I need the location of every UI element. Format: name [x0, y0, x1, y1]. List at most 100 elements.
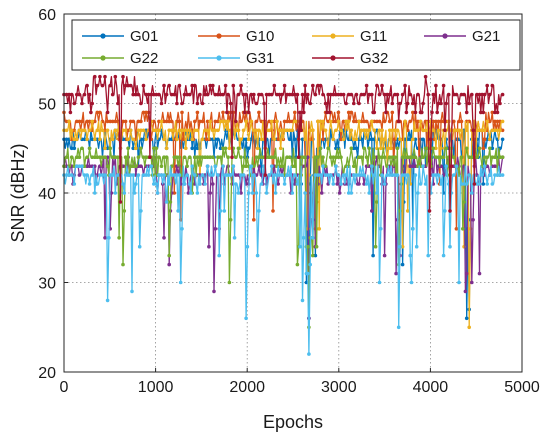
data-point: [180, 101, 184, 106]
data-point: [200, 101, 205, 106]
data-point: [69, 173, 74, 177]
data-point: [255, 146, 260, 151]
data-point: [107, 236, 111, 240]
data-point: [357, 119, 361, 124]
data-point: [434, 119, 438, 124]
data-point: [190, 164, 194, 168]
data-point: [308, 128, 313, 133]
legend-marker: [442, 33, 448, 39]
data-point: [182, 182, 187, 186]
data-point: [189, 191, 193, 195]
data-point: [218, 92, 223, 97]
data-point: [82, 173, 87, 177]
data-point: [457, 280, 461, 285]
data-point: [328, 92, 333, 97]
data-point: [454, 227, 459, 231]
data-point: [121, 182, 125, 186]
data-point: [352, 173, 356, 177]
data-point: [485, 83, 490, 88]
series-G32: [62, 74, 505, 213]
data-point: [167, 128, 171, 133]
data-point: [144, 155, 148, 159]
x-axis: 0 1000 2000 3000 4000 5000: [60, 368, 540, 396]
data-point: [141, 110, 146, 115]
data-point: [421, 155, 425, 159]
data-point: [257, 128, 261, 133]
data-point: [328, 155, 333, 159]
data-point: [285, 92, 289, 97]
data-point: [241, 92, 246, 97]
data-point: [290, 191, 295, 195]
data-point: [431, 146, 436, 151]
data-point: [221, 146, 225, 151]
data-point: [80, 146, 84, 151]
data-point: [500, 155, 505, 159]
data-point: [318, 146, 323, 151]
data-point: [354, 146, 359, 151]
data-point: [493, 110, 497, 115]
data-point: [172, 173, 177, 177]
data-point: [331, 137, 336, 142]
data-point: [231, 164, 236, 168]
data-point: [213, 227, 218, 231]
data-point: [436, 128, 441, 133]
data-point: [426, 92, 431, 97]
data-point: [234, 155, 238, 159]
data-point: [228, 173, 233, 177]
data-point: [110, 92, 115, 97]
data-point: [176, 209, 180, 213]
data-point: [485, 119, 490, 124]
data-point: [462, 200, 466, 204]
data-point: [246, 137, 251, 142]
data-point: [205, 164, 210, 168]
data-point: [276, 137, 281, 142]
legend-box: [71, 19, 521, 71]
data-point: [405, 101, 410, 106]
data-point: [311, 236, 315, 240]
data-point: [287, 128, 292, 133]
data-point: [400, 244, 405, 249]
data-point: [311, 128, 315, 133]
data-point: [375, 191, 379, 195]
data-point: [439, 155, 443, 159]
data-point: [132, 191, 137, 195]
data-point: [335, 182, 340, 186]
data-point: [436, 101, 441, 106]
data-point: [159, 119, 164, 124]
data-point: [287, 137, 292, 142]
data-point: [293, 119, 297, 124]
data-point: [293, 110, 297, 115]
data-point: [193, 128, 197, 133]
data-point: [408, 253, 413, 258]
data-point: [228, 218, 233, 222]
data-point: [141, 137, 146, 142]
data-point: [490, 128, 495, 133]
data-point: [341, 119, 346, 124]
data-point: [302, 110, 306, 115]
data-point: [321, 119, 325, 124]
data-point: [357, 155, 361, 159]
data-point: [382, 155, 387, 159]
x-tick-label: 5000: [504, 379, 540, 396]
data-point: [157, 128, 161, 133]
data-point: [136, 119, 141, 124]
data-point: [131, 173, 135, 177]
data-point: [110, 119, 115, 124]
legend-marker: [100, 33, 106, 39]
data-point: [390, 173, 395, 177]
data-point: [325, 110, 329, 115]
data-point: [95, 110, 100, 115]
data-point: [141, 173, 146, 177]
data-point: [221, 119, 225, 124]
data-point: [67, 173, 71, 177]
x-tick-label: 4000: [413, 379, 449, 396]
data-point: [339, 137, 343, 142]
data-point: [323, 164, 328, 168]
data-point: [230, 155, 234, 159]
data-point: [72, 101, 77, 106]
data-point: [367, 92, 372, 97]
data-point: [103, 173, 107, 177]
data-point: [180, 128, 184, 133]
data-point: [482, 155, 487, 159]
data-point: [441, 253, 446, 258]
